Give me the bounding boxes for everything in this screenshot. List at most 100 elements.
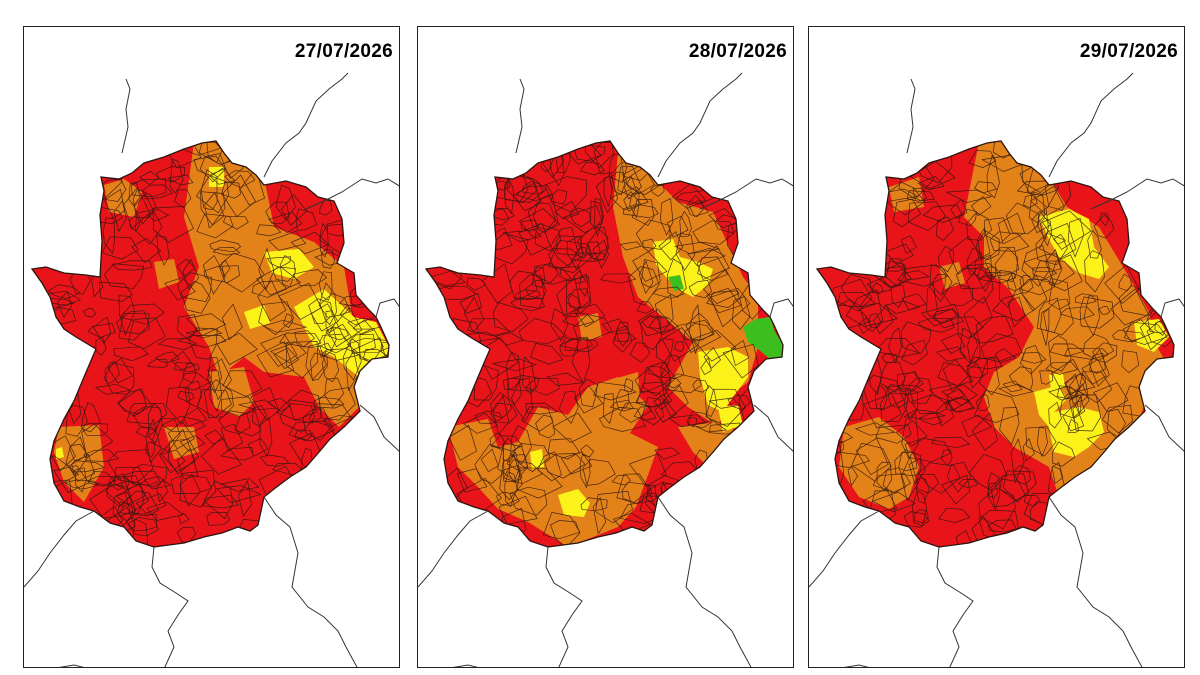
municipality-boundary	[534, 263, 572, 285]
municipality-boundary	[904, 438, 951, 463]
municipality-boundary	[1022, 437, 1035, 462]
municipality-boundary	[138, 170, 160, 186]
municipality-boundary	[641, 396, 665, 426]
municipality-boundary	[317, 333, 352, 354]
municipality-boundary	[262, 319, 307, 333]
municipality-boundary	[1023, 494, 1041, 507]
municipality-boundary	[917, 317, 955, 333]
municipality-boundary	[216, 332, 258, 366]
municipality-boundary	[977, 227, 991, 259]
warning-area-yellow	[530, 449, 544, 469]
municipality-boundary	[176, 447, 199, 480]
municipality-boundary	[910, 160, 956, 189]
municipality-boundary	[968, 150, 997, 168]
municipality-boundary	[944, 397, 974, 413]
municipality-boundary	[1122, 319, 1155, 343]
warning-area-yellow	[264, 249, 314, 279]
municipality-boundary	[1064, 372, 1096, 395]
municipality-boundary	[914, 509, 929, 524]
municipality-boundary	[288, 420, 335, 442]
municipality-boundary	[1022, 351, 1047, 364]
municipality-boundary	[142, 184, 174, 200]
municipality-boundary	[224, 170, 256, 188]
municipality-boundary	[882, 467, 906, 494]
municipality-boundary	[890, 284, 906, 308]
municipality-boundary	[922, 204, 963, 223]
municipality-boundary	[705, 388, 747, 427]
municipality-boundary	[1051, 461, 1064, 485]
municipality-boundary	[887, 388, 911, 408]
municipality-boundary	[525, 377, 560, 396]
municipality-boundary	[897, 264, 948, 287]
municipality-boundary	[1032, 267, 1058, 279]
municipality-boundary	[182, 258, 200, 291]
municipality-boundary	[598, 407, 646, 432]
municipality-boundary	[147, 358, 168, 368]
municipality-boundary	[880, 383, 909, 423]
municipality-boundary	[509, 486, 548, 516]
municipality-boundary	[550, 189, 568, 205]
municipality-boundary	[1059, 393, 1082, 419]
municipality-boundary	[203, 480, 233, 520]
region-map	[418, 72, 793, 667]
municipality-boundary	[640, 259, 661, 289]
municipality-boundary	[1123, 321, 1168, 345]
municipality-boundary	[1040, 217, 1053, 247]
municipality-boundary	[531, 266, 546, 288]
municipality-boundary	[1075, 293, 1097, 305]
municipality-boundary	[132, 518, 149, 547]
municipality-boundary	[125, 480, 144, 514]
province-boundary	[753, 404, 793, 452]
municipality-boundary	[502, 437, 516, 463]
municipality-boundary	[283, 313, 294, 329]
warning-area-orange	[104, 179, 142, 217]
municipality-boundary	[95, 336, 107, 356]
municipality-boundary	[975, 315, 1014, 344]
municipality-boundary	[258, 247, 275, 291]
municipality-boundary	[642, 361, 677, 397]
municipality-boundary	[313, 396, 345, 409]
municipality-boundary	[971, 412, 998, 451]
municipality-boundary	[1093, 382, 1129, 413]
municipality-boundary	[915, 477, 930, 504]
municipality-boundary	[1045, 361, 1079, 375]
municipality-boundary	[186, 327, 223, 339]
municipality-boundary	[285, 341, 319, 379]
municipality-boundary	[1032, 260, 1075, 285]
municipality-boundary	[480, 448, 499, 472]
region-map	[24, 72, 399, 667]
warning-area-yellow	[1049, 373, 1065, 389]
municipality-boundary	[105, 475, 146, 508]
municipality-boundary	[700, 356, 712, 375]
municipality-boundary	[135, 209, 163, 245]
municipality-boundary	[918, 462, 961, 494]
municipality-boundary	[916, 474, 939, 494]
municipality-boundary	[135, 427, 157, 438]
municipality-boundary	[278, 282, 322, 320]
municipality-boundary	[652, 286, 685, 299]
municipality-boundary	[687, 248, 726, 267]
municipality-boundary	[562, 312, 595, 327]
municipality-boundary	[900, 270, 931, 281]
municipality-boundary	[881, 352, 898, 364]
municipality-boundary	[144, 475, 172, 490]
municipality-boundary	[665, 373, 702, 394]
municipality-boundary	[1040, 307, 1050, 346]
municipality-boundary	[201, 494, 240, 509]
municipality-boundary	[1062, 403, 1085, 432]
municipality-boundary	[178, 372, 211, 391]
municipality-boundary	[80, 422, 109, 436]
municipality-boundary	[874, 337, 921, 358]
municipality-boundary	[200, 169, 218, 211]
municipality-boundary	[901, 293, 927, 311]
municipality-boundary	[118, 313, 150, 341]
municipality-boundary	[692, 379, 709, 393]
municipality-boundary	[506, 454, 528, 472]
municipality-boundary	[164, 277, 196, 301]
municipality-boundary	[180, 280, 211, 314]
municipality-boundary	[260, 333, 298, 367]
municipality-boundary	[634, 368, 666, 394]
municipality-boundary	[204, 429, 224, 445]
municipality-boundary	[1005, 202, 1039, 235]
region-outline	[424, 140, 784, 548]
